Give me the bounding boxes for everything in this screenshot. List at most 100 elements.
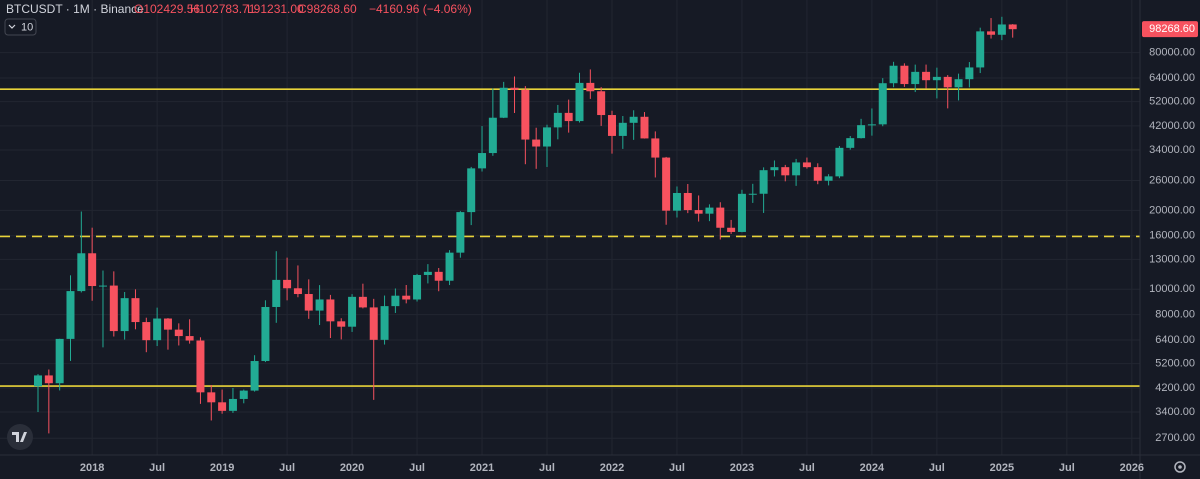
x-tick-label: Jul xyxy=(669,462,685,474)
candle-body xyxy=(662,157,671,211)
candle-body xyxy=(543,127,552,147)
candle-body xyxy=(478,153,487,169)
candle-body xyxy=(196,340,205,393)
ohlc-value: L91231.00 xyxy=(247,2,304,16)
candle-body xyxy=(402,295,411,300)
candle-body xyxy=(976,31,985,68)
candle-body xyxy=(120,298,129,332)
indicator-toggle[interactable] xyxy=(4,18,37,36)
x-tick-label: Jul xyxy=(149,462,165,474)
candle-body xyxy=(456,212,465,253)
candle-body xyxy=(369,307,378,340)
gear-hub xyxy=(1178,465,1182,469)
candle-body xyxy=(727,227,736,232)
candle-body xyxy=(510,87,519,90)
candle-body xyxy=(131,298,140,323)
y-tick-label: 10000.00 xyxy=(1149,283,1195,295)
candle-body xyxy=(337,321,346,327)
candle-body xyxy=(640,116,649,139)
candle-body xyxy=(88,253,97,287)
candle-body xyxy=(932,76,941,81)
candle-body xyxy=(607,115,616,136)
candle-body xyxy=(813,167,822,181)
candle-body xyxy=(445,252,454,281)
x-tick-label: 2026 xyxy=(1120,462,1144,474)
x-tick-label: 2024 xyxy=(860,462,885,474)
candle-body xyxy=(943,76,952,88)
logo-mark xyxy=(12,432,27,442)
x-tick-label: Jul xyxy=(409,462,425,474)
y-tick-label: 42000.00 xyxy=(1149,120,1195,132)
candle-body xyxy=(911,71,920,85)
candle-body xyxy=(857,125,866,139)
x-tick-label: 2019 xyxy=(210,462,234,474)
x-tick-label: 2020 xyxy=(340,462,364,474)
x-tick-label: Jul xyxy=(1059,462,1075,474)
y-tick-label: 64000.00 xyxy=(1149,72,1195,84)
candle-body xyxy=(802,162,811,168)
y-tick-label: 5200.00 xyxy=(1155,358,1195,370)
candle-body xyxy=(575,82,584,122)
candle-body xyxy=(250,361,259,391)
candle-body xyxy=(391,295,400,307)
y-tick-label: 20000.00 xyxy=(1149,204,1195,216)
candle-body xyxy=(564,112,573,122)
candle-body xyxy=(683,192,692,211)
y-tick-label: 3400.00 xyxy=(1155,406,1195,418)
candle-body xyxy=(293,288,302,295)
x-tick-label: 2021 xyxy=(470,462,494,474)
settings-icon[interactable] xyxy=(1174,461,1186,473)
candle-body xyxy=(737,193,746,232)
candle-body xyxy=(846,138,855,148)
candle-body xyxy=(586,82,595,92)
y-tick-label: 52000.00 xyxy=(1149,96,1195,108)
candle-body xyxy=(824,176,833,181)
indicator-count: 10 xyxy=(21,21,33,33)
x-tick-label: Jul xyxy=(799,462,815,474)
x-tick-label: Jul xyxy=(539,462,555,474)
candle-body xyxy=(153,318,162,341)
candle-body xyxy=(261,306,270,362)
candle-body xyxy=(488,117,497,154)
candle-body xyxy=(207,392,216,403)
candle-body xyxy=(835,147,844,177)
last-price-label: 98268.60 xyxy=(1149,23,1195,35)
candle-body xyxy=(781,167,790,176)
ohlc-value: H102783.71 xyxy=(190,2,256,16)
candle-body xyxy=(867,124,876,126)
candle-body xyxy=(532,139,541,147)
candle-body xyxy=(358,296,367,308)
y-tick-label: 34000.00 xyxy=(1149,144,1195,156)
candle-body xyxy=(922,71,931,81)
candle-body xyxy=(965,67,974,80)
y-tick-label: 26000.00 xyxy=(1149,174,1195,186)
candle-body xyxy=(597,91,606,116)
symbol-line: BTCUSDT · 1M · Binance xyxy=(6,2,144,16)
candle-body xyxy=(748,193,757,195)
candle-body xyxy=(434,271,443,281)
grid xyxy=(0,0,1140,455)
candle-body xyxy=(380,306,389,340)
ohlc-value: O102429.56 xyxy=(134,2,200,16)
tradingview-logo[interactable] xyxy=(7,424,33,450)
candle-body xyxy=(954,79,963,88)
axes: 2700.00 3400.00 4200.00 5200.00 6400.00 8000.… xyxy=(80,21,1198,474)
plot-area xyxy=(0,16,1140,434)
candle-body xyxy=(889,65,898,84)
candle-body xyxy=(228,398,237,411)
y-tick-label: 13000.00 xyxy=(1149,253,1195,265)
y-tick-label: 8000.00 xyxy=(1155,309,1195,321)
candle-body xyxy=(629,116,638,123)
candle-body xyxy=(770,167,779,171)
candle-body xyxy=(553,112,562,128)
candle-body xyxy=(239,390,248,399)
candle-body xyxy=(98,285,107,287)
candle-body xyxy=(326,299,335,322)
candle-body xyxy=(283,279,292,289)
y-tick-label: 4200.00 xyxy=(1155,382,1195,394)
candle-body xyxy=(423,271,432,275)
candle-body xyxy=(521,89,530,140)
